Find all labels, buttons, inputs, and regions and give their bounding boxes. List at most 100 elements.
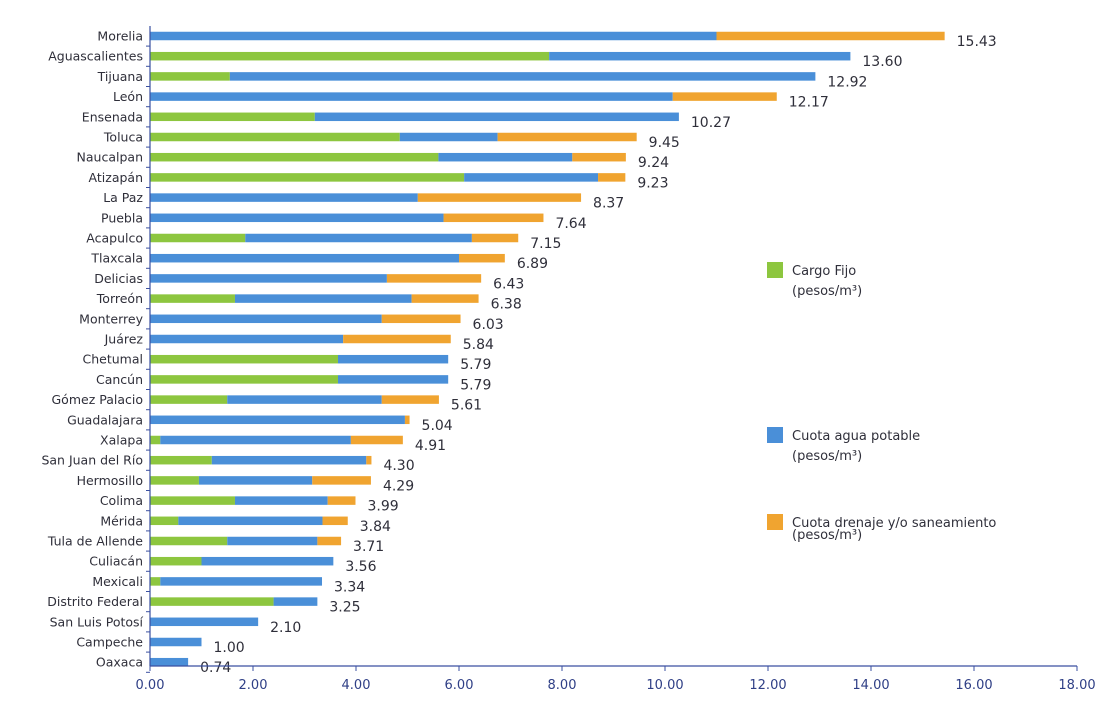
total-value-label: 10.27 (691, 115, 731, 131)
total-value-label: 3.25 (329, 600, 360, 616)
total-value-label: 5.61 (451, 398, 482, 414)
bar-segment-drenaje (411, 294, 479, 303)
bar-segment-agua-potable (211, 455, 367, 465)
bar-segment-drenaje (386, 274, 482, 283)
total-value-label: 12.92 (827, 74, 867, 90)
bar-segment-cargo-fijo (150, 51, 550, 61)
total-value-label: 7.15 (530, 236, 561, 252)
bar-segment-drenaje (350, 435, 403, 445)
bar-segment-agua-potable (314, 112, 679, 122)
total-value-label: 9.23 (637, 175, 668, 191)
bar-segment-drenaje (417, 193, 582, 202)
category-label: Puebla (101, 210, 143, 225)
bar-segment-drenaje (366, 455, 372, 465)
bar-segment-agua-potable (399, 132, 498, 142)
bar-segment-cargo-fijo (150, 395, 228, 404)
bar-segment-drenaje (598, 173, 626, 182)
bar-segment-agua-potable (150, 617, 259, 627)
bar-segment-cargo-fijo (150, 435, 161, 445)
bar-segment-drenaje (327, 496, 356, 505)
category-label: Delicias (94, 271, 143, 286)
bar-segment-drenaje (672, 92, 777, 101)
bar-segment-cargo-fijo (150, 132, 400, 142)
category-label: Atizapán (89, 170, 143, 185)
bar-segment-agua-potable (273, 597, 318, 606)
total-value-label: 5.04 (422, 418, 453, 434)
bar-segment-cargo-fijo (150, 516, 179, 526)
total-value-label: 5.84 (463, 337, 494, 353)
bar-segment-drenaje (317, 536, 342, 546)
bar-segment-cargo-fijo (150, 152, 439, 162)
total-value-label: 3.56 (345, 559, 376, 575)
category-label: León (113, 89, 143, 104)
x-tick-label: 8.00 (548, 678, 577, 693)
bar-segment-agua-potable (464, 173, 599, 182)
total-value-label: 6.38 (491, 297, 522, 313)
bar-segment-agua-potable (150, 213, 444, 223)
bar-segment-cargo-fijo (150, 112, 315, 122)
bar-segment-agua-potable (198, 476, 313, 485)
total-value-label: 3.34 (334, 579, 365, 595)
legend-label: Cargo Fijo (792, 264, 856, 279)
bar-segment-cargo-fijo (150, 577, 161, 586)
total-value-label: 2.10 (270, 620, 301, 636)
bar-segment-cargo-fijo (150, 597, 274, 606)
legend-unit: (pesos/m³) (792, 284, 862, 299)
bar-segment-cargo-fijo (150, 455, 212, 465)
category-label: Chetumal (83, 352, 143, 367)
category-label: La Paz (103, 190, 143, 205)
total-value-label: 4.30 (383, 458, 414, 474)
total-value-label: 3.84 (360, 519, 391, 535)
legend-swatch (767, 427, 783, 443)
legend: Cargo Fijo (pesos/m³) Cuota agua potable (p… (767, 262, 996, 543)
category-label: Mérida (100, 513, 143, 528)
category-label: Gómez Palacio (52, 392, 144, 407)
bar-segment-agua-potable (160, 435, 351, 445)
bar-segment-agua-potable (150, 193, 418, 202)
bar-segment-drenaje (572, 152, 626, 162)
bar-segment-agua-potable (150, 637, 202, 647)
category-label: Cancún (96, 372, 143, 387)
x-tick-label: 4.00 (342, 678, 371, 693)
bar-segment-agua-potable (150, 415, 405, 425)
category-label: Oaxaca (96, 655, 143, 670)
bar-segment-cargo-fijo (150, 354, 338, 364)
bar-segment-drenaje (443, 213, 544, 223)
total-value-label: 4.29 (383, 478, 414, 494)
total-value-label: 7.64 (555, 216, 586, 232)
total-value-label: 15.43 (957, 34, 997, 50)
category-label: Mexicali (92, 574, 143, 589)
category-label: Xalapa (100, 433, 143, 448)
bar-segment-drenaje (343, 334, 451, 344)
category-label: Tlaxcala (90, 251, 143, 266)
category-label: Culiacán (89, 554, 143, 569)
bar-segment-agua-potable (549, 51, 851, 61)
total-value-label: 9.45 (649, 135, 680, 151)
bar-segment-agua-potable (178, 516, 323, 526)
bar-segment-cargo-fijo (150, 233, 246, 243)
bar-segment-agua-potable (229, 72, 816, 81)
bar-segment-drenaje (471, 233, 519, 243)
bar-segment-cargo-fijo (150, 556, 202, 566)
bar-segment-agua-potable (150, 334, 344, 344)
category-labels: Morelia Aguascalientes Tijuana León Ensenada… (41, 29, 143, 670)
bar-segment-drenaje (459, 253, 505, 263)
category-label: San Juan del Río (41, 453, 143, 468)
total-value-label: 5.79 (460, 377, 491, 393)
total-value-label: 8.37 (593, 196, 624, 212)
category-label: Aguascalientes (48, 49, 143, 64)
total-value-label: 13.60 (862, 54, 902, 70)
total-value-label: 6.43 (493, 276, 524, 292)
x-tick-label: 14.00 (852, 678, 889, 693)
bar-segment-agua-potable (150, 314, 382, 324)
bar-segment-agua-potable (227, 395, 382, 404)
total-value-label: 12.17 (789, 95, 829, 111)
category-label: Acapulco (86, 231, 143, 246)
legend-label: Cuota drenaje y/o saneamiento (792, 516, 996, 531)
category-label: Distrito Federal (47, 594, 143, 609)
bar-segment-agua-potable (150, 274, 387, 283)
legend-label: Cuota agua potable (792, 429, 920, 444)
x-tick-label: 0.00 (136, 678, 165, 693)
bar-segment-drenaje (716, 31, 945, 41)
bar-segment-drenaje (381, 314, 461, 324)
